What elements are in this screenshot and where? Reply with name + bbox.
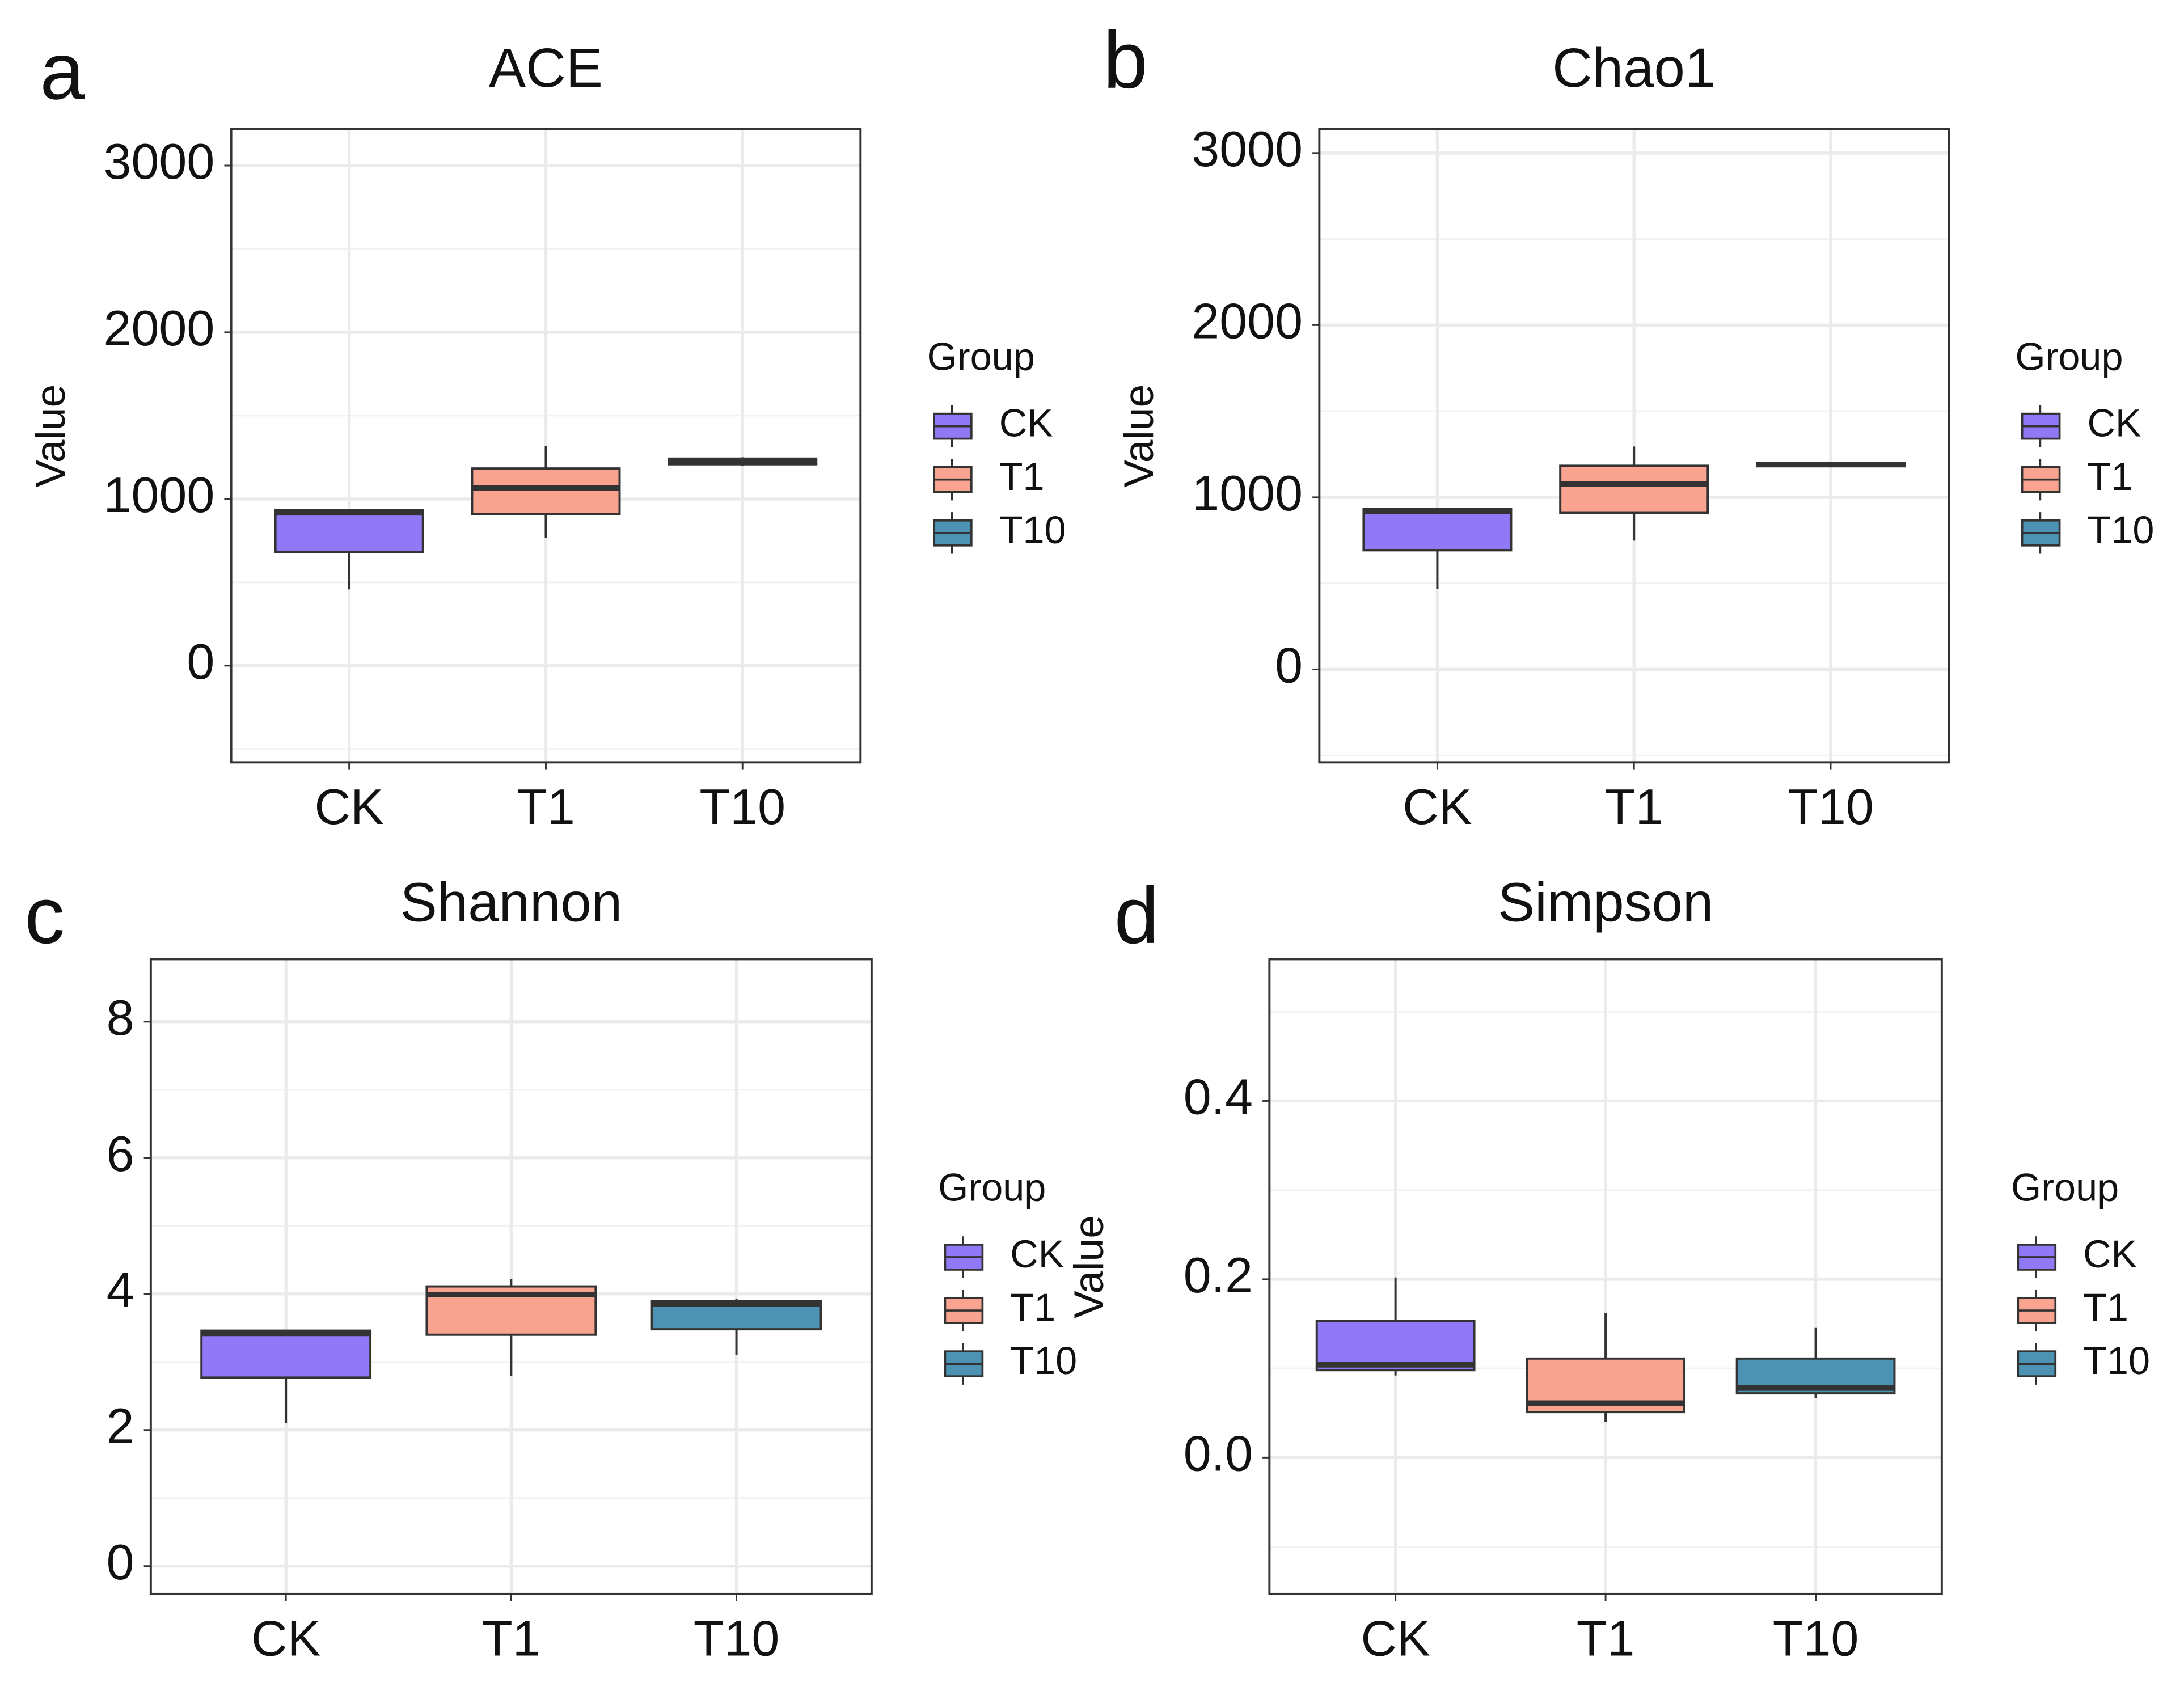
legend-label: CK <box>1010 1232 1064 1276</box>
y-tick-label: 8 <box>107 990 134 1046</box>
y-tick-label: 0.0 <box>1184 1426 1253 1482</box>
x-tick-label: CK <box>251 1610 320 1667</box>
x-tick-label: T10 <box>1788 779 1874 835</box>
panel-tag: b <box>1103 16 1148 105</box>
plot-border <box>149 958 873 1595</box>
box <box>200 1329 372 1379</box>
plot-border <box>1318 128 1950 764</box>
y-tick-label: 0 <box>187 633 214 690</box>
box <box>274 509 424 553</box>
legend-title: Group <box>927 335 1035 378</box>
legend-label: T1 <box>2087 455 2132 498</box>
y-tick-label: 1000 <box>1192 465 1303 521</box>
legend-label: CK <box>2087 401 2141 445</box>
y-tick-label: 0.2 <box>1184 1247 1253 1303</box>
y-tick-label: 3000 <box>104 133 215 189</box>
y-tick-label: 1000 <box>104 467 215 523</box>
panel-tag: c <box>24 871 65 961</box>
y-tick-label: 6 <box>107 1126 134 1182</box>
x-tick-label: CK <box>1403 779 1472 835</box>
y-axis-label: Value <box>1116 384 1162 488</box>
y-tick-label: 4 <box>107 1262 134 1318</box>
legend-title: Group <box>2015 335 2123 378</box>
plot-border <box>230 128 862 764</box>
x-tick-label: CK <box>1361 1610 1430 1667</box>
panel-tag: d <box>1114 871 1159 961</box>
legend-label: T1 <box>999 455 1045 498</box>
chart-title: Simpson <box>1498 870 1713 933</box>
chart-title: Shannon <box>400 870 622 933</box>
legend-label: T1 <box>1010 1286 1055 1329</box>
x-tick-label: T1 <box>517 779 575 835</box>
legend-label: T10 <box>2087 508 2154 552</box>
legend-label: CK <box>999 401 1053 445</box>
legend-title: Group <box>2011 1166 2119 1210</box>
legend-label: T10 <box>2083 1339 2150 1383</box>
y-tick-label: 2000 <box>104 300 215 356</box>
x-tick-label: T10 <box>699 779 785 835</box>
legend-title: Group <box>938 1166 1046 1210</box>
x-tick-label: T10 <box>1773 1610 1859 1667</box>
y-axis-label: Value <box>27 384 74 488</box>
chart-title: ACE <box>489 36 603 99</box>
chart-title: Chao1 <box>1552 36 1716 99</box>
legend-label: CK <box>2083 1232 2137 1276</box>
box <box>1315 1320 1476 1372</box>
y-tick-label: 2 <box>107 1398 134 1454</box>
box <box>1362 508 1513 552</box>
y-tick-label: 0.4 <box>1184 1069 1253 1125</box>
y-tick-label: 0 <box>107 1534 134 1590</box>
y-axis-label: Value <box>1066 1215 1112 1318</box>
legend-label: T1 <box>2083 1286 2128 1329</box>
x-tick-label: T1 <box>482 1610 540 1667</box>
box <box>471 467 621 515</box>
x-tick-label: CK <box>315 779 384 835</box>
legend-label: T10 <box>1010 1339 1077 1383</box>
plot-border <box>1268 958 1943 1595</box>
x-tick-label: T1 <box>1577 1610 1635 1667</box>
panel-tag: a <box>40 27 85 116</box>
x-tick-label: T1 <box>1605 779 1663 835</box>
y-tick-label: 0 <box>1275 637 1303 694</box>
y-tick-label: 2000 <box>1192 293 1303 349</box>
y-tick-label: 3000 <box>1192 121 1303 177</box>
box <box>1559 464 1709 514</box>
x-tick-label: T10 <box>694 1610 780 1667</box>
legend-label: T10 <box>999 508 1066 552</box>
